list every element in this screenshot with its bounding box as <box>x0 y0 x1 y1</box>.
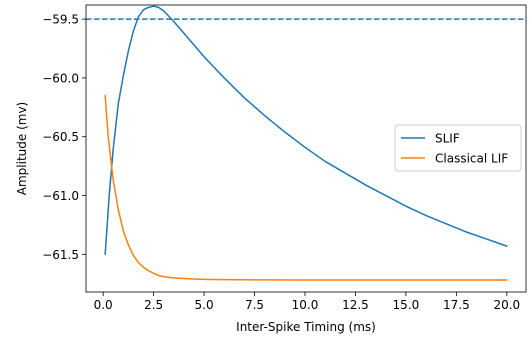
y-tick-label: −61.0 <box>42 189 79 203</box>
series-line-1 <box>104 94 508 281</box>
x-tick-label: 7.5 <box>245 298 264 312</box>
x-tick-label: 17.5 <box>443 298 470 312</box>
axes: 0.0 2.5 5.0 7.5 10.0 12.5 15.0 17.5 20.0 −59.5 −60… <box>42 4 527 312</box>
y-tick-label: −60.5 <box>42 130 79 144</box>
legend-box <box>394 124 522 172</box>
x-tick-label: 2.5 <box>144 298 163 312</box>
legend: SLIF Classical LIF <box>394 124 522 172</box>
x-axis-label: Inter-Spike Timing (ms) <box>236 320 376 334</box>
x-tick-label: 15.0 <box>393 298 420 312</box>
series-line-0 <box>104 5 508 256</box>
y-axis-label: Amplitude (mv) <box>15 102 29 195</box>
x-tick-label: 5.0 <box>195 298 214 312</box>
x-tick-label: 12.5 <box>342 298 369 312</box>
plot-area <box>86 5 526 281</box>
y-tick-label: −59.5 <box>42 13 79 27</box>
axes-frame <box>85 4 527 293</box>
legend-label-classical-lif: Classical LIF <box>435 152 508 166</box>
legend-label-slif: SLIF <box>435 132 460 146</box>
x-tick-label: 20.0 <box>493 298 520 312</box>
y-tick-label: −61.5 <box>42 248 79 262</box>
y-tick-label: −60.0 <box>42 71 79 85</box>
x-tick-label: 10.0 <box>292 298 319 312</box>
x-tick-label: 0.0 <box>94 298 113 312</box>
